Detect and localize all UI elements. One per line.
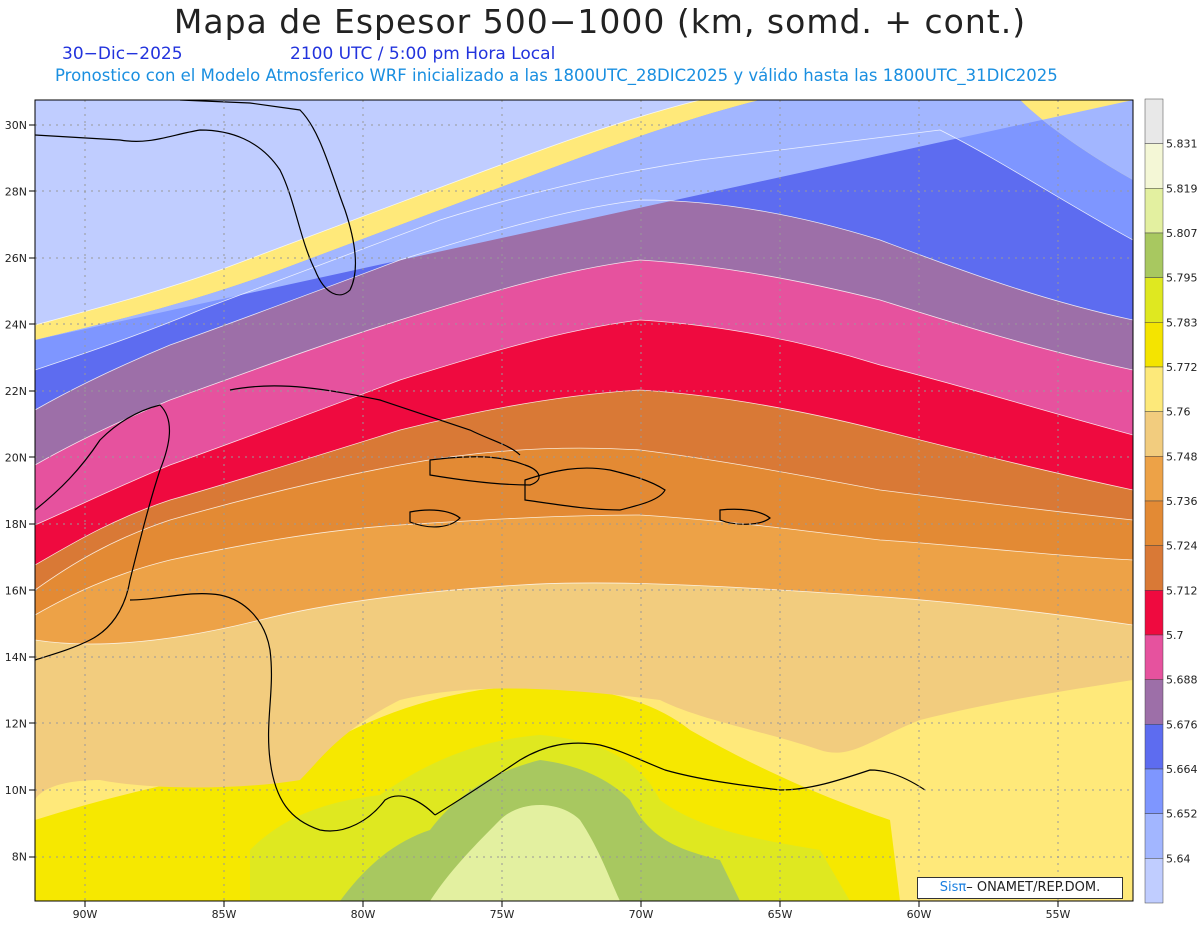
legend-swatch — [1144, 143, 1164, 189]
legend-swatch — [1144, 813, 1164, 859]
legend-label: 5.688 — [1166, 674, 1198, 687]
credit-logo: Sisπ — [939, 880, 967, 895]
lat-label: 16N — [5, 585, 27, 598]
band-5.664 — [35, 130, 1133, 410]
legend-swatch — [1144, 188, 1164, 234]
lat-label: 30N — [5, 119, 27, 132]
map-area — [35, 100, 1133, 901]
legend-label: 5.76 — [1166, 406, 1191, 419]
legend-swatch — [1144, 500, 1164, 546]
lat-label: 10N — [5, 784, 27, 797]
lat-label: 24N — [5, 319, 27, 332]
longitude-labels: 90W 85W 80W 75W 70W 65W 60W 55W — [73, 908, 1071, 921]
lon-label: 90W — [73, 908, 98, 921]
legend-swatch — [1144, 634, 1164, 680]
lon-label: 80W — [351, 908, 376, 921]
legend-label: 5.783 — [1166, 316, 1198, 329]
band-below-5.640 — [35, 100, 700, 325]
legend-swatch — [1144, 98, 1164, 144]
band-5.807 — [430, 805, 620, 901]
legend-swatch — [1144, 366, 1164, 412]
legend-label: 5.712 — [1166, 584, 1198, 597]
coastlines — [35, 100, 926, 832]
legend-swatch — [1144, 277, 1164, 323]
legend-swatch — [1144, 322, 1164, 368]
lat-label: 18N — [5, 518, 27, 531]
band-5.640 — [35, 100, 1133, 340]
grid-lines — [35, 100, 1133, 901]
lat-label: 8N — [12, 851, 27, 864]
legend-label: 5.64 — [1166, 852, 1191, 865]
legend-label: 5.736 — [1166, 495, 1198, 508]
legend-label: 5.664 — [1166, 763, 1198, 776]
legend-swatch — [1144, 545, 1164, 591]
legend-label: 5.795 — [1166, 272, 1198, 285]
latitude-labels: 30N 28N 26N 24N 22N 20N 18N 16N 14N 12N 10N 8N — [5, 119, 27, 864]
color-legend: 5.831 5.819 5.807 5.795 5.783 5.772 5.76 5.748 5… — [1144, 98, 1198, 904]
axis-ticks — [29, 124, 1059, 907]
band-5.712 — [35, 390, 1133, 590]
legend-label: 5.807 — [1166, 227, 1198, 240]
contour-lines — [35, 100, 1133, 645]
lon-label: 65W — [768, 908, 793, 921]
forecast-subtitle: Pronostico con el Modelo Atmosferico WRF… — [55, 66, 1058, 85]
lat-label: 12N — [5, 718, 27, 731]
forecast-date: 30−Dic−2025 — [62, 44, 183, 64]
lon-label: 85W — [212, 908, 237, 921]
legend-swatch — [1144, 456, 1164, 502]
legend-swatch — [1144, 724, 1164, 770]
band-5.736 — [35, 515, 1133, 644]
band-5.688 — [35, 260, 1133, 525]
legend-swatch — [1144, 858, 1164, 904]
legend-label: 5.748 — [1166, 450, 1198, 463]
legend-swatch — [1144, 411, 1164, 457]
legend-label: 5.772 — [1166, 361, 1198, 374]
lon-label: 60W — [907, 908, 932, 921]
lat-label: 14N — [5, 651, 27, 664]
credit-text: – ONAMET/REP.DOM. — [966, 880, 1101, 895]
forecast-time: 2100 UTC / 5:00 pm Hora Local — [290, 44, 556, 64]
band-5.748 — [35, 553, 1133, 901]
legend-label: 5.676 — [1166, 718, 1198, 731]
map-frame — [34, 99, 1134, 902]
lon-label: 70W — [629, 908, 654, 921]
band-5.724 — [35, 448, 1133, 615]
legend-swatch — [1144, 232, 1164, 278]
lat-label: 22N — [5, 385, 27, 398]
band-5.652 — [35, 100, 1133, 370]
lon-label: 75W — [490, 908, 515, 921]
legend-label: 5.652 — [1166, 808, 1198, 821]
credit-box: Sisπ– ONAMET/REP.DOM. — [917, 877, 1123, 899]
legend-swatch — [1144, 679, 1164, 725]
band-5.700 — [35, 320, 1133, 565]
lat-label: 20N — [5, 452, 27, 465]
legend-label: 5.724 — [1166, 540, 1198, 553]
lon-label: 55W — [1046, 908, 1071, 921]
map-title: Mapa de Espesor 500−1000 (km, somd. + co… — [173, 2, 1027, 41]
legend-label: 5.7 — [1166, 629, 1184, 642]
legend-label: 5.819 — [1166, 182, 1198, 195]
legend-swatch — [1144, 590, 1164, 636]
band-5.676 — [35, 200, 1133, 465]
lat-label: 28N — [5, 186, 27, 199]
lat-label: 26N — [5, 252, 27, 265]
legend-label: 5.831 — [1166, 138, 1198, 151]
legend-swatch — [1144, 768, 1164, 814]
